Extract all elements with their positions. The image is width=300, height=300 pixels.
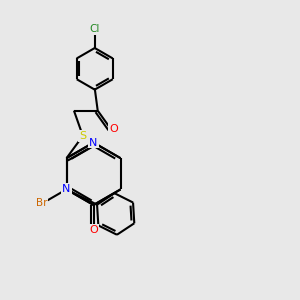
Text: O: O xyxy=(109,124,118,134)
Text: S: S xyxy=(79,131,86,141)
Text: N: N xyxy=(89,138,98,148)
Text: O: O xyxy=(89,225,98,235)
Text: Cl: Cl xyxy=(89,24,100,34)
Text: N: N xyxy=(62,184,71,194)
Text: Br: Br xyxy=(36,198,48,208)
